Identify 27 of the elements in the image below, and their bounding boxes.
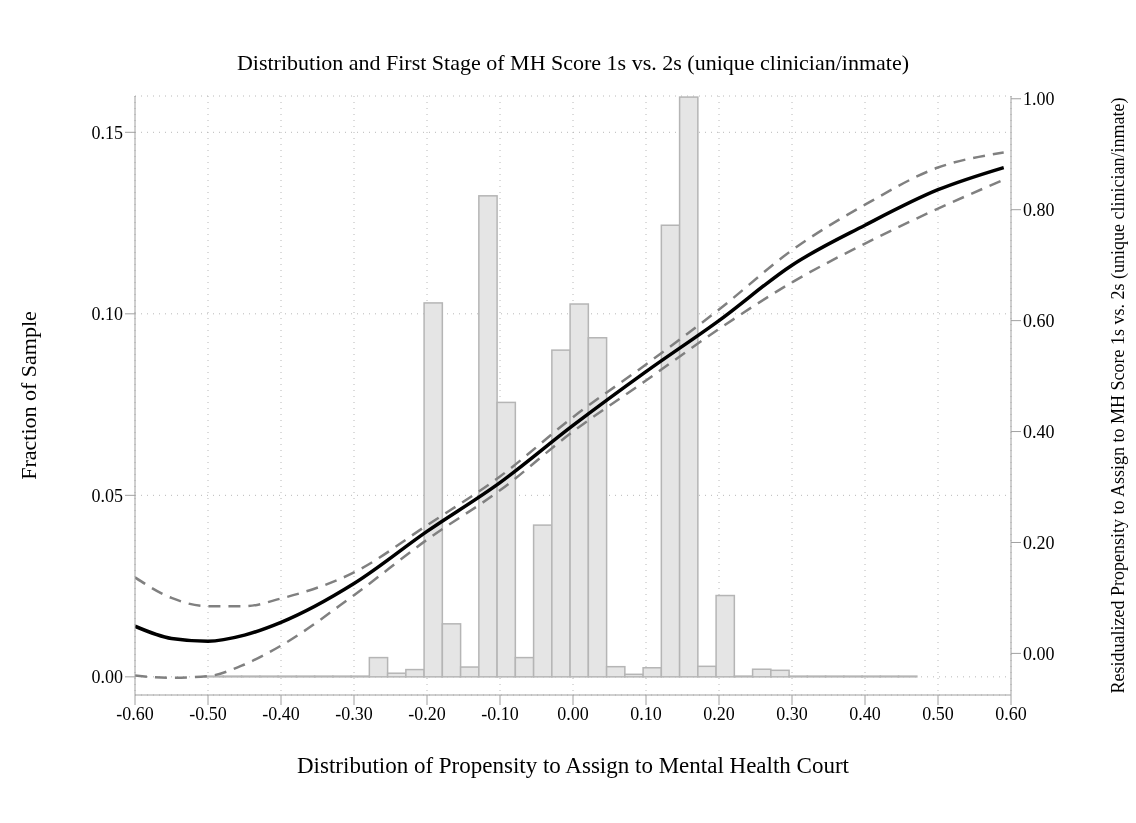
y-tick-label: 0.00: [91, 667, 123, 688]
y2-tick-label: 1.00: [1023, 89, 1055, 110]
y2-tick-label: 0.60: [1023, 311, 1055, 332]
y2-tick-label: 0.20: [1023, 532, 1055, 553]
x-tick-label: -0.30: [335, 703, 373, 724]
x-tick-label: 0.60: [995, 703, 1027, 724]
x-tick-label: -0.50: [189, 703, 227, 724]
x-tick-label: -0.40: [262, 703, 300, 724]
x-tick-label: 0.50: [922, 703, 954, 724]
y-axis-title: Fraction of Sample: [15, 311, 41, 480]
y-tick-label: 0.15: [91, 122, 123, 143]
chart-title: Distribution and First Stage of MH Score 1s vs. 2s (unique clinician/inmate): [235, 50, 911, 76]
y2-tick-label: 0.80: [1023, 200, 1055, 221]
y-tick-label: 0.10: [91, 304, 123, 325]
x-tick-label: 0.10: [630, 703, 662, 724]
x-tick-label: -0.60: [116, 703, 154, 724]
x-tick-label: -0.10: [481, 703, 519, 724]
x-tick-label: 0.30: [776, 703, 808, 724]
y2-axis-title: Residualized Propensity to Assign to MH Score 1s vs. 2s (unique clinician/inmate): [1108, 97, 1130, 694]
y2-tick-label: 0.40: [1023, 421, 1055, 442]
x-tick-label: 0.20: [703, 703, 735, 724]
y-tick-label: 0.05: [91, 485, 123, 506]
x-tick-label: -0.20: [408, 703, 446, 724]
x-axis-title: Distribution of Propensity to Assign to Mental Health Court: [297, 753, 850, 778]
x-tick-label: 0.00: [557, 703, 589, 724]
x-tick-label: 0.40: [849, 703, 881, 724]
y2-tick-label: 0.00: [1023, 643, 1055, 664]
